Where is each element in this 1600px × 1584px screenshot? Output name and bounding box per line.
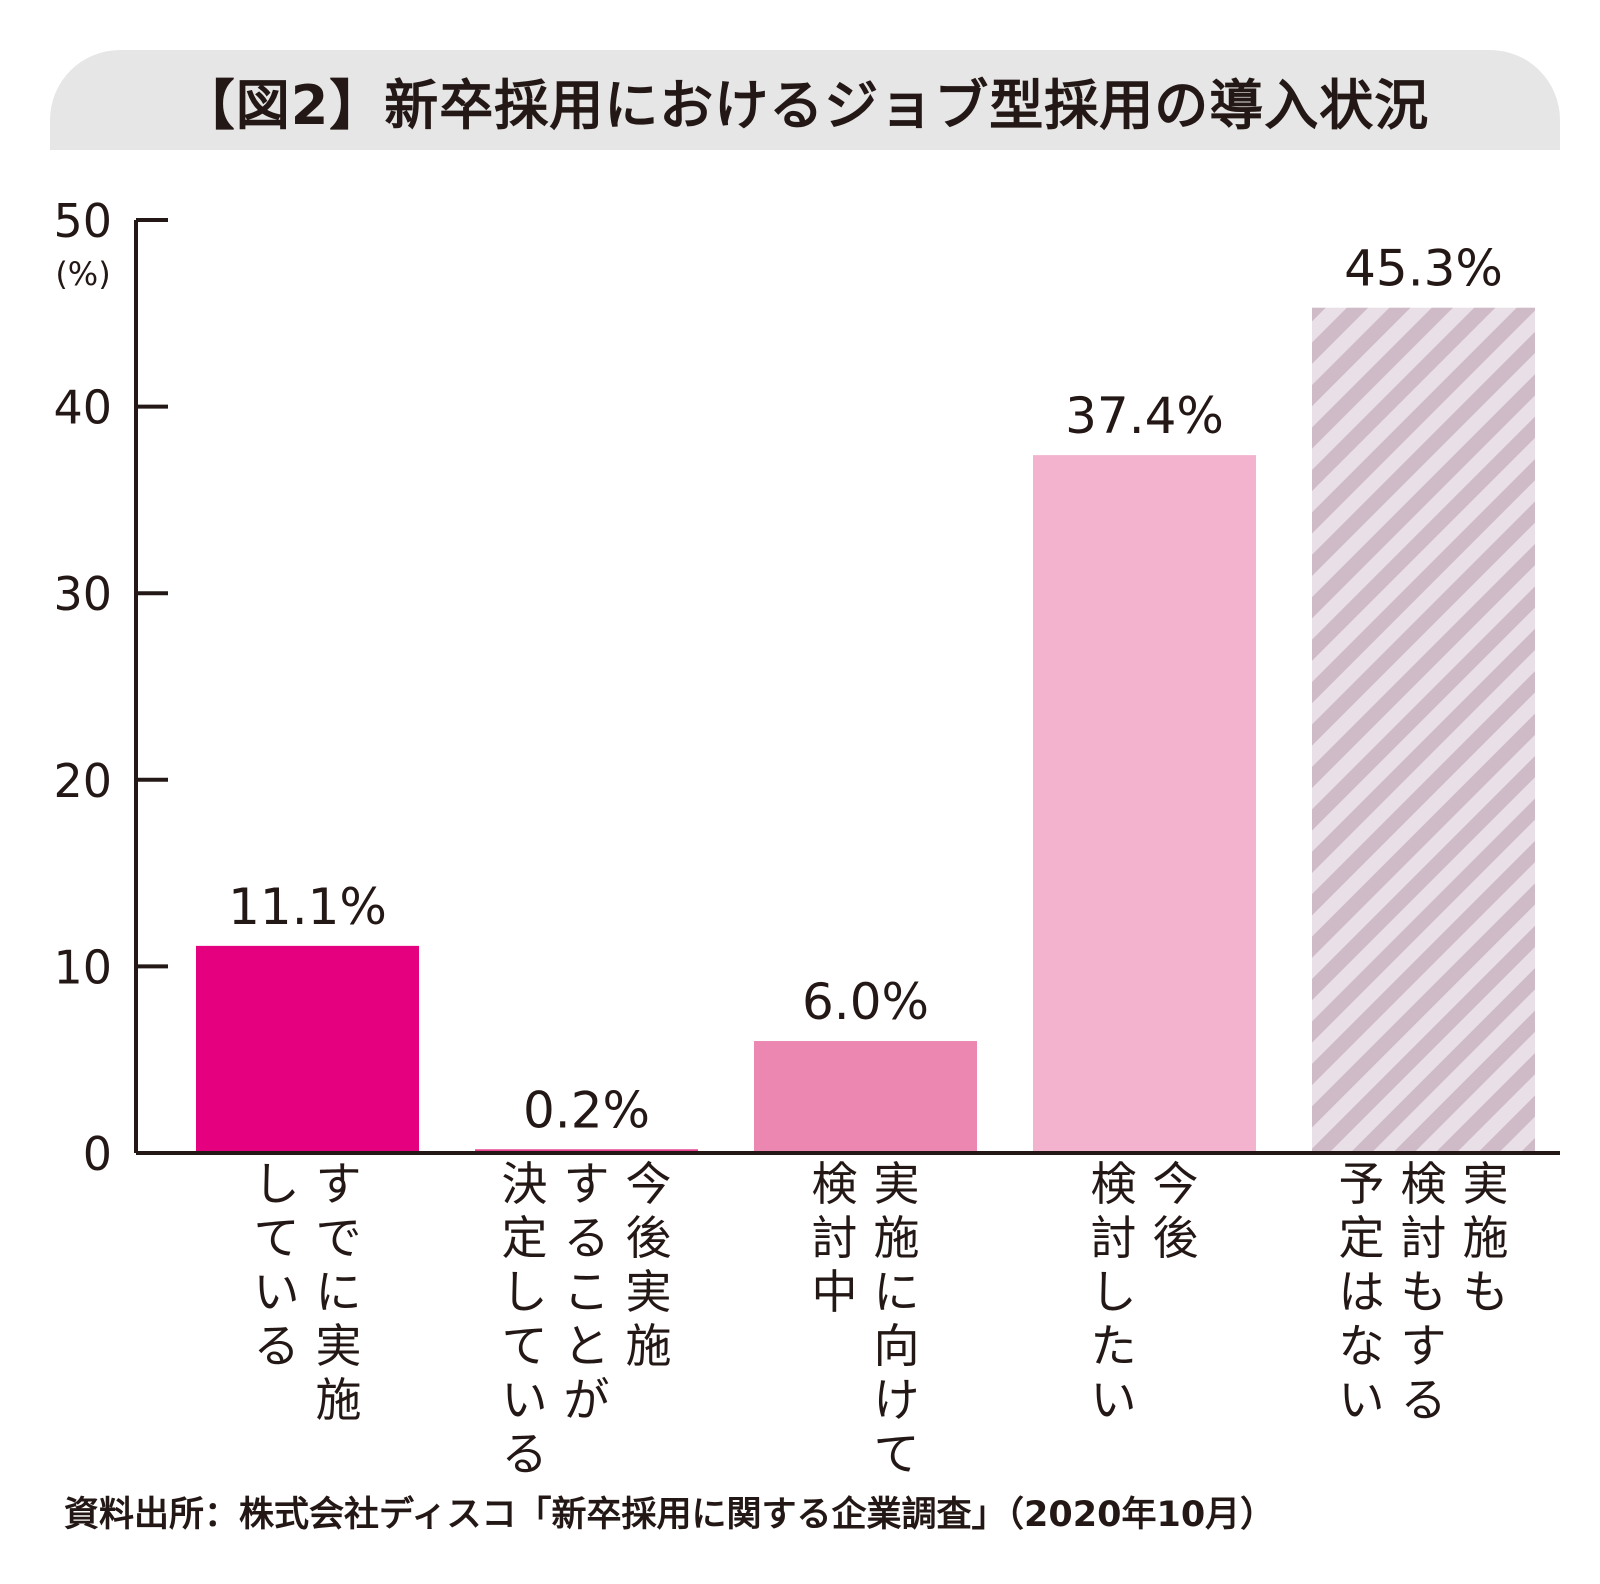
title-band: 【図2】新卒採用におけるジョブ型採用の導入状況 bbox=[50, 50, 1560, 150]
category-label-char: は bbox=[1339, 1265, 1385, 1319]
category-label-char: 討 bbox=[812, 1211, 858, 1265]
category-label-char: る bbox=[502, 1427, 548, 1480]
category-label-char: 中 bbox=[812, 1265, 858, 1319]
bar-4 bbox=[1312, 307, 1535, 1153]
category-label-char: 決 bbox=[502, 1157, 548, 1211]
category-label-char: こ bbox=[564, 1265, 610, 1319]
category-label-char: 検 bbox=[812, 1157, 858, 1211]
category-label-char: 討 bbox=[1091, 1211, 1137, 1265]
category-label-char: で bbox=[316, 1211, 362, 1265]
category-label-char: い bbox=[254, 1265, 300, 1319]
category-label-char: が bbox=[564, 1373, 610, 1427]
category-label-char: 定 bbox=[1339, 1211, 1385, 1265]
value-label-3: 37.4% bbox=[1065, 387, 1224, 445]
chart-title: 【図2】新卒採用におけるジョブ型採用の導入状況 bbox=[180, 73, 1430, 137]
category-label-char: 検 bbox=[1401, 1157, 1447, 1211]
y-tick-label: 0 bbox=[83, 1127, 112, 1181]
category-label-char: し bbox=[502, 1265, 548, 1319]
y-tick-label: 30 bbox=[53, 567, 112, 621]
category-label-char: て bbox=[502, 1319, 548, 1373]
value-label-2: 6.0% bbox=[802, 973, 929, 1031]
category-label-char: て bbox=[254, 1211, 300, 1265]
category-label-char: も bbox=[1401, 1265, 1447, 1319]
y-tick-label: 10 bbox=[53, 940, 112, 994]
category-label-char: 向 bbox=[874, 1319, 920, 1373]
category-label-char: す bbox=[316, 1157, 362, 1211]
source-note: 資料出所：株式会社ディスコ「新卒採用に関する企業調査」（2020年10月） bbox=[64, 1495, 1276, 1535]
category-label-char: 施 bbox=[1463, 1211, 1509, 1265]
category-label-char: け bbox=[874, 1373, 920, 1427]
category-label-char: 施 bbox=[626, 1319, 672, 1373]
category-label-char: る bbox=[1401, 1373, 1447, 1427]
category-label-char: 今 bbox=[626, 1157, 672, 1211]
category-label-char: も bbox=[1463, 1265, 1509, 1319]
category-label-char: 討 bbox=[1401, 1211, 1447, 1265]
category-label-char: 後 bbox=[1153, 1211, 1199, 1265]
category-label-char: し bbox=[1091, 1265, 1137, 1319]
category-label-char: る bbox=[564, 1211, 610, 1265]
category-label-char: 後 bbox=[626, 1211, 672, 1265]
category-label-char: 検 bbox=[1091, 1157, 1137, 1211]
y-tick-label: 50 bbox=[53, 194, 112, 248]
category-label-char: 施 bbox=[316, 1373, 362, 1427]
bar-2 bbox=[754, 1041, 977, 1153]
category-label-char: な bbox=[1339, 1319, 1385, 1373]
bar-0 bbox=[196, 945, 419, 1153]
bar-3 bbox=[1033, 455, 1256, 1154]
category-label-char: る bbox=[254, 1319, 300, 1373]
y-tick-label: 20 bbox=[53, 754, 112, 808]
category-label-char: し bbox=[254, 1157, 300, 1211]
category-label-char: 実 bbox=[316, 1319, 362, 1373]
category-label-char: 今 bbox=[1153, 1157, 1199, 1211]
category-label-char: 定 bbox=[502, 1211, 548, 1265]
y-unit-label: (%) bbox=[55, 255, 110, 293]
category-label-char: す bbox=[564, 1157, 610, 1211]
category-label-char: す bbox=[1401, 1319, 1447, 1373]
category-label-char: に bbox=[316, 1265, 362, 1319]
category-label-char: と bbox=[564, 1319, 610, 1373]
category-label-char: 実 bbox=[874, 1157, 920, 1211]
value-label-1: 0.2% bbox=[523, 1081, 650, 1139]
category-label-char: に bbox=[874, 1265, 920, 1319]
y-tick-label: 40 bbox=[53, 381, 112, 435]
category-label-char: 実 bbox=[1463, 1157, 1509, 1211]
category-label-char: た bbox=[1091, 1319, 1137, 1373]
category-label-char: 施 bbox=[874, 1211, 920, 1265]
category-label-char: い bbox=[1091, 1373, 1137, 1427]
value-label-0: 11.1% bbox=[228, 878, 387, 936]
category-label-char: て bbox=[874, 1427, 920, 1480]
category-label-char: い bbox=[502, 1373, 548, 1427]
category-label-char: 実 bbox=[626, 1265, 672, 1319]
value-label-4: 45.3% bbox=[1344, 240, 1503, 298]
category-label-char: 予 bbox=[1339, 1157, 1385, 1211]
category-label-char: い bbox=[1339, 1373, 1385, 1427]
